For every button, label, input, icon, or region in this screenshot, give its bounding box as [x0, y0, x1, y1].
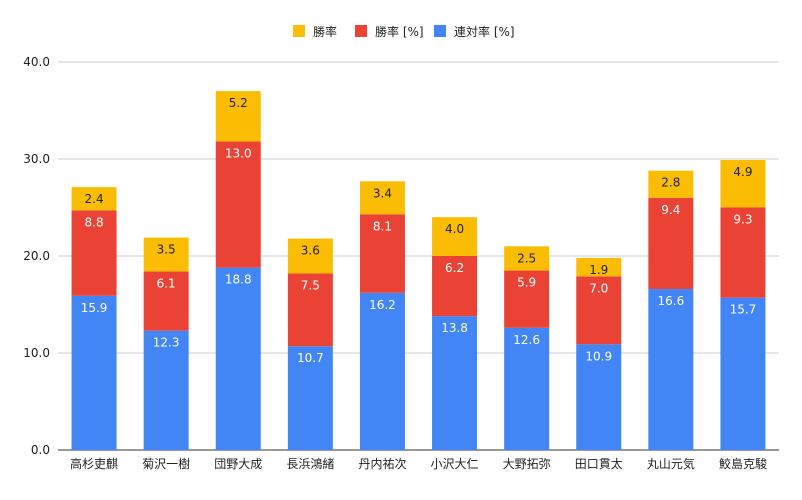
bar-value-label: 5.2 [229, 96, 248, 110]
bar-value-label: 3.4 [373, 186, 392, 200]
bar-segment-item [287, 238, 333, 274]
bar-segment-item [720, 297, 766, 450]
bar-value-label: 13.0 [225, 147, 252, 161]
x-category-label: 丹内祐次 [358, 457, 406, 471]
bar-value-label: 9.3 [733, 213, 752, 227]
bar-value-label: 6.1 [157, 277, 176, 291]
legend-item: 勝率 [293, 24, 337, 39]
bar-segment-item [287, 346, 333, 450]
y-axis: 0.0 10.0 20.0 30.0 40.0 [23, 55, 50, 457]
bar-segment-item [432, 217, 478, 256]
bar-segment-item [504, 246, 550, 271]
bar-value-label: 6.2 [445, 261, 464, 275]
bar-segment-item [359, 181, 405, 215]
bar-segment-item [71, 295, 117, 450]
bar-segment-item [215, 141, 261, 268]
bar-value-label: 18.8 [225, 273, 252, 287]
y-tick-label: 40.0 [23, 55, 50, 69]
bar-segment-item [720, 207, 766, 298]
bar-value-label: 13.8 [441, 321, 468, 335]
bar-segment-item [215, 91, 261, 142]
x-category-label: 大野拓弥 [503, 456, 551, 471]
bar-segment-item [143, 271, 189, 331]
bar-value-label: 7.0 [589, 281, 608, 295]
bar-value-label: 2.4 [85, 192, 104, 206]
x-category-label: 団野大成 [214, 457, 262, 471]
legend-label: 連対率 [%] [454, 24, 515, 39]
bar-segment-item [720, 159, 766, 208]
bar-segment-item [432, 256, 478, 317]
bar-value-label: 4.0 [445, 222, 464, 236]
bar-segment-item [143, 330, 189, 450]
x-category-label: 田口貫太 [575, 456, 623, 471]
y-tick-label: 20.0 [23, 249, 50, 263]
bar-value-label: 8.8 [85, 215, 104, 229]
x-category-label: 小沢大仁 [431, 457, 479, 471]
y-tick-label: 10.0 [23, 346, 50, 360]
bar-segment-item [648, 170, 694, 198]
y-tick-label: 30.0 [23, 152, 50, 166]
bar-value-label: 3.5 [157, 243, 176, 257]
bar-value-labels: 15.9 8.8 2.4 12.3 6.1 3.5 18.8 13.0 5.2 10.7 7.5 3.… [81, 96, 757, 365]
legend-swatch [355, 25, 367, 37]
bar-value-label: 5.9 [517, 276, 536, 290]
bar-value-label: 10.9 [585, 349, 612, 363]
bar-value-label: 7.5 [301, 278, 320, 292]
y-tick-label: 0.0 [31, 443, 50, 457]
x-category-label: 高杉吏麒 [70, 456, 118, 471]
bar-value-label: 10.7 [297, 351, 324, 365]
bar-segment-item [576, 344, 622, 450]
bar-segment-item [504, 327, 550, 450]
legend-item: 連対率 [%] [434, 24, 515, 39]
bar-segment-item [287, 273, 333, 347]
bar-segment-item [648, 288, 694, 450]
legend-label: 勝率 [%] [375, 24, 424, 39]
bar-segment-item [359, 214, 405, 293]
bar-segment-item [576, 257, 622, 277]
legend-label: 勝率 [313, 24, 337, 39]
bar-value-label: 9.4 [661, 203, 680, 217]
bar-value-label: 4.9 [733, 165, 752, 179]
bar-value-label: 16.2 [369, 298, 396, 312]
bar-segment-item [504, 270, 550, 328]
x-axis: 高杉吏麒 菊沢一樹 団野大成 長浜鴻緒 丹内祐次 小沢大仁 大野拓弥 田口貫太 丸山元気 鮫島克駿 [70, 456, 767, 471]
x-category-label: 菊沢一樹 [142, 457, 190, 471]
bar-value-label: 3.6 [301, 244, 320, 258]
bar-segment-item [143, 237, 189, 272]
bar-segment-item [71, 210, 117, 296]
legend-swatch [293, 25, 305, 37]
bar-value-label: 15.7 [730, 303, 757, 317]
bar-segment-item [215, 267, 261, 450]
bar-segment-item [432, 316, 478, 450]
bar-segment-item [359, 292, 405, 450]
bar-value-label: 2.8 [661, 176, 680, 190]
bar-segment-item [648, 197, 694, 289]
x-category-label: 丸山元気 [647, 456, 695, 471]
bar-value-label: 15.9 [81, 301, 108, 315]
bar-value-label: 1.9 [589, 263, 608, 277]
legend: 勝率 勝率 [%] 連対率 [%] [293, 24, 515, 39]
bar-value-label: 12.3 [153, 336, 180, 350]
bar-value-label: 2.5 [517, 251, 536, 265]
bars [71, 91, 766, 450]
x-category-label: 鮫島克駿 [719, 456, 767, 471]
legend-swatch [434, 25, 446, 37]
bar-segment-item [576, 276, 622, 345]
bar-value-label: 16.6 [657, 294, 684, 308]
bar-value-label: 12.6 [513, 333, 540, 347]
bar-segment-item [71, 187, 117, 211]
x-category-label: 長浜鴻緒 [286, 456, 334, 471]
bar-value-label: 8.1 [373, 219, 392, 233]
legend-item: 勝率 [%] [355, 24, 424, 39]
